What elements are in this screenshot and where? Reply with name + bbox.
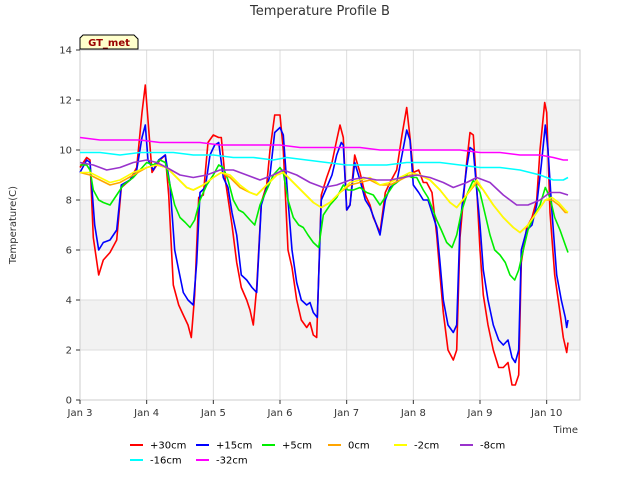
plot-band xyxy=(80,100,580,150)
y-tick-label: 10 xyxy=(59,146,72,157)
x-tick-label: Jan 9 xyxy=(467,408,493,419)
series-line-8cm xyxy=(79,159,569,206)
series-line-16cm xyxy=(80,151,569,181)
plot-band xyxy=(80,150,580,200)
x-tick-label: Jan 3 xyxy=(67,408,93,419)
legend-item: -16cm xyxy=(130,456,182,467)
x-tick-label: Jan 10 xyxy=(530,408,562,419)
plot-band xyxy=(80,350,580,400)
legend-label: +15cm xyxy=(216,441,252,452)
legend-label: +30cm xyxy=(150,441,186,452)
x-axis-ticks: Jan 3 Jan 4 Jan 5 Jan 6 Jan 7 Jan 8 Jan 9 Jan 1… xyxy=(67,400,562,419)
badge-label: GT_met xyxy=(88,38,130,49)
legend-item: -32cm xyxy=(196,456,248,467)
legend-label: -16cm xyxy=(150,456,182,467)
badge-box xyxy=(79,34,139,50)
y-tick-label: 6 xyxy=(66,246,72,257)
x-tick-label: Jan 6 xyxy=(267,408,293,419)
plot-frame xyxy=(79,49,581,401)
legend: +30cm +15cm +5cm 0cm -2cm -8cm -16cm -32cm xyxy=(130,441,505,467)
legend-item: 0cm xyxy=(328,441,370,452)
series-layer xyxy=(79,84,569,386)
legend-label: -32cm xyxy=(216,456,248,467)
legend-item: -8cm xyxy=(460,441,505,452)
y-axis-ticks: 0 2 4 6 8 10 12 14 xyxy=(59,46,80,407)
legend-label: -8cm xyxy=(480,441,505,452)
legend-label: +5cm xyxy=(282,441,312,452)
y-tick-label: 14 xyxy=(59,46,72,57)
y-tick-label: 4 xyxy=(66,296,72,307)
legend-label: -2cm xyxy=(414,441,439,452)
site-badge: GT_met xyxy=(79,34,139,50)
x-tick-label: Jan 4 xyxy=(133,408,159,419)
series-line-32cm xyxy=(79,136,568,161)
y-axis-title: Temperature(C) xyxy=(8,186,19,265)
x-tick-label: Jan 5 xyxy=(200,408,226,419)
y-tick-label: 8 xyxy=(66,196,72,207)
x-tick-label: Jan 7 xyxy=(333,408,359,419)
series-line-30cm xyxy=(79,84,569,386)
x-tick-label: Jan 8 xyxy=(400,408,426,419)
legend-item: -2cm xyxy=(394,441,439,452)
plot-bands xyxy=(80,50,580,400)
legend-item: +30cm xyxy=(130,441,186,452)
chart-title: Temperature Profile B xyxy=(249,4,390,19)
plot-band xyxy=(80,50,580,100)
series-line-15cm xyxy=(79,124,569,364)
plot-band xyxy=(80,200,580,250)
legend-item: +15cm xyxy=(196,441,252,452)
y-tick-label: 0 xyxy=(66,396,72,407)
y-tick-label: 12 xyxy=(59,96,72,107)
x-axis-title: Time xyxy=(553,425,578,436)
y-tick-label: 2 xyxy=(66,346,72,357)
legend-label: 0cm xyxy=(348,441,370,452)
plot-band xyxy=(80,300,580,350)
plot-band xyxy=(80,250,580,300)
series-line-5cm xyxy=(80,159,569,281)
legend-item: +5cm xyxy=(262,441,312,452)
series-line-2cm xyxy=(80,164,569,234)
